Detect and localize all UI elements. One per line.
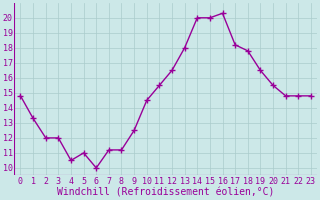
X-axis label: Windchill (Refroidissement éolien,°C): Windchill (Refroidissement éolien,°C) xyxy=(57,187,274,197)
